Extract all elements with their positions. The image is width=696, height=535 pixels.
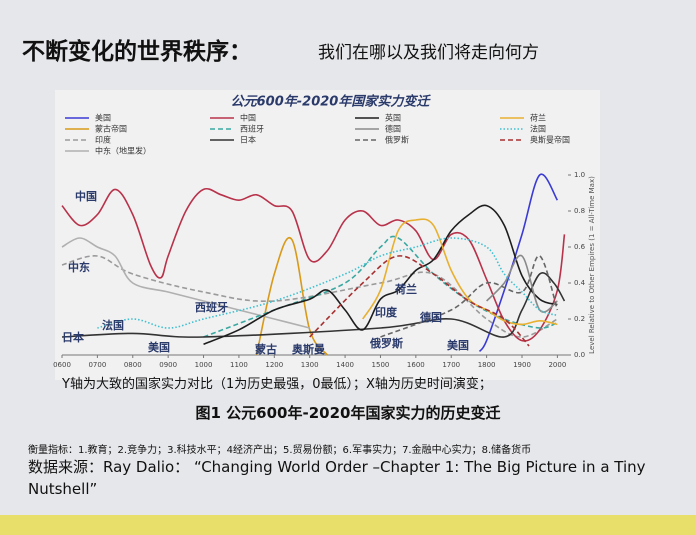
legend-label: 蒙古帝国 — [95, 124, 127, 134]
metrics: 衡量指标：1.教育；2.竞争力；3.科技水平；4经济产出；5.贸易份额；6.军事… — [28, 445, 532, 456]
series-line — [486, 254, 558, 313]
annotation: 西班牙 — [195, 300, 228, 314]
legend-label: 西班牙 — [240, 124, 264, 134]
y-tick-label: 0.2 — [574, 315, 585, 323]
y-tick-label: 0.6 — [574, 243, 586, 251]
y-tick-label: 0.0 — [574, 351, 585, 359]
x-tick-label: 1900 — [513, 361, 531, 369]
legend-label: 奥斯曼帝国 — [530, 135, 570, 145]
legend-label: 德国 — [385, 124, 401, 134]
series-line — [203, 204, 558, 345]
axis-note: Y轴为大致的国家实力对比（1为历史最强，0最低）；X轴为历史时间演变； — [62, 377, 492, 392]
x-tick-label: 1100 — [230, 361, 248, 369]
bottom-bar — [0, 515, 696, 535]
annotation: 中国 — [75, 189, 97, 203]
y-tick-label: 0.4 — [574, 279, 586, 287]
series-line — [61, 237, 310, 329]
chart-title: 公元600年-2020年国家实力变迁 — [231, 94, 432, 110]
y-tick-label: 1.0 — [574, 171, 585, 179]
legend-label: 日本 — [240, 135, 256, 145]
x-tick-label: 1600 — [407, 361, 425, 369]
annotation: 蒙古 — [255, 342, 277, 356]
annotation: 俄罗斯 — [369, 336, 403, 350]
legend-label: 荷兰 — [530, 113, 546, 123]
series-line — [309, 255, 530, 347]
legend-label: 中东（地里发） — [95, 146, 151, 156]
slide-subtitle: 我们在哪以及我们将走向何方 — [318, 43, 539, 63]
y-tick-label: 0.8 — [574, 207, 585, 215]
series-line — [380, 255, 559, 338]
x-tick-label: 1500 — [372, 361, 390, 369]
annotation: 日本 — [62, 330, 84, 344]
annotation: 美国 — [447, 338, 469, 352]
annotation: 荷兰 — [394, 282, 417, 296]
series-line — [362, 218, 558, 326]
x-tick-label: 1700 — [442, 361, 460, 369]
x-tick-label: 1800 — [478, 361, 496, 369]
slide-title: 不断变化的世界秩序： — [22, 39, 252, 65]
y-axis-label: Level Relative to Other Empires (1 = All… — [588, 176, 596, 354]
x-tick-label: 0600 — [53, 361, 71, 369]
chart: 公元600年-2020年国家实力变迁 0600 0700 0800 0900 1000 1… — [53, 90, 600, 380]
series-line — [97, 237, 558, 329]
x-tick-label: 0700 — [88, 361, 106, 369]
x-tick-label: 0900 — [159, 361, 177, 369]
annotation: 德国 — [419, 310, 442, 324]
legend-label: 英国 — [385, 113, 401, 123]
x-tick-label: 0800 — [124, 361, 142, 369]
x-tick-label: 1300 — [301, 361, 319, 369]
series-line — [61, 187, 566, 342]
series-line — [61, 255, 558, 338]
figure-caption: 图1 公元600年-2020年国家实力的历史变迁 — [195, 404, 501, 422]
annotation: 中东 — [68, 260, 90, 274]
x-tick-label: 1200 — [265, 361, 283, 369]
annotation: 奥斯曼 — [291, 342, 325, 356]
legend-label: 法国 — [530, 124, 546, 134]
series-line — [61, 272, 566, 338]
legend-label: 中国 — [240, 113, 256, 123]
x-tick-label: 1000 — [195, 361, 213, 369]
series-line — [478, 173, 559, 352]
x-tick-label: 1400 — [336, 361, 354, 369]
x-tick-label: 2000 — [548, 361, 566, 369]
legend-label: 印度 — [95, 135, 111, 145]
legend-label: 美国 — [95, 113, 111, 123]
annotation: 美国 — [148, 340, 170, 354]
annotation: 法国 — [102, 318, 124, 332]
annotation: 印度 — [375, 305, 398, 319]
legend-label: 俄罗斯 — [385, 135, 409, 145]
source: 数据来源：Ray Dalio： “Changing World Order –C… — [28, 458, 646, 498]
